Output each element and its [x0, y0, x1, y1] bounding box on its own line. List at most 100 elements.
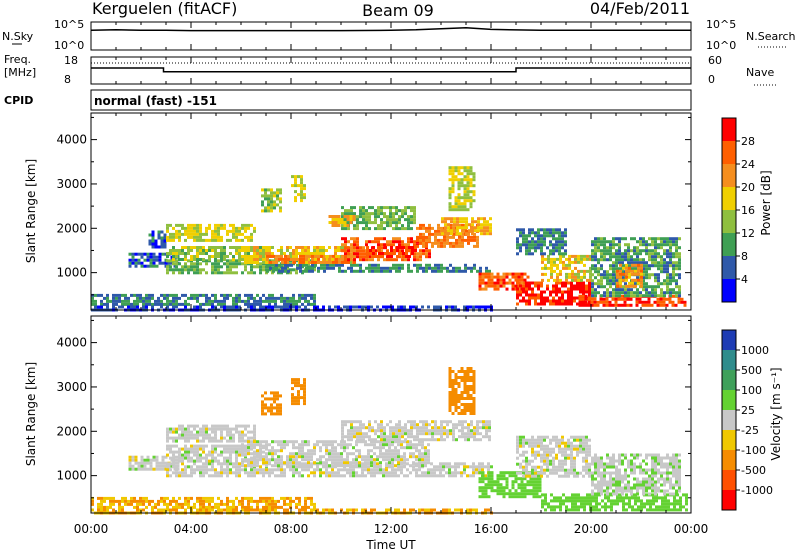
power-cell — [395, 221, 398, 224]
power-cell — [528, 228, 531, 231]
power-cell — [516, 237, 519, 240]
power-cell — [395, 267, 398, 270]
power-cell — [341, 249, 344, 252]
velocity-cell — [395, 435, 398, 438]
power-cell — [444, 226, 447, 229]
velocity-cell — [169, 428, 172, 431]
power-cell — [612, 267, 615, 270]
power-cell — [350, 255, 353, 258]
power-cell — [359, 215, 362, 218]
velocity-cell — [184, 465, 187, 468]
date-title: 04/Feb/2011 — [590, 0, 690, 18]
power-cell — [603, 301, 606, 304]
velocity-cell — [412, 455, 415, 458]
velocity-cell — [121, 506, 124, 509]
power-cell — [368, 267, 371, 270]
power-cell — [235, 306, 238, 309]
power-cell — [416, 270, 419, 273]
power-cell — [660, 304, 663, 307]
velocity-cell — [367, 443, 370, 446]
velocity-cell — [394, 509, 397, 512]
power-cell — [148, 297, 151, 300]
velocity-cell — [235, 509, 238, 512]
velocity-cell — [262, 506, 265, 509]
power-cell — [405, 246, 408, 249]
power-cell — [616, 273, 619, 276]
velocity-cell — [373, 474, 376, 477]
velocity-cell — [425, 426, 428, 429]
power-cell — [350, 252, 353, 255]
power-cell — [446, 267, 449, 270]
power-cell — [214, 233, 217, 236]
velocity-cell — [359, 438, 362, 441]
power-cell — [175, 294, 178, 297]
power-cell — [645, 276, 648, 279]
velocity-cell — [193, 468, 196, 471]
power-cell — [468, 223, 471, 226]
power-cell — [413, 206, 416, 209]
power-cell — [347, 209, 350, 212]
y-tick-label: 4000 — [56, 133, 87, 147]
power-cell — [152, 237, 155, 240]
power-cell — [287, 264, 290, 267]
velocity-cell — [325, 446, 328, 449]
power-cell — [332, 215, 335, 218]
power-cell — [235, 227, 238, 230]
velocity-cell — [413, 435, 416, 438]
velocity-cell — [220, 471, 223, 474]
power-cell — [112, 294, 115, 297]
power-cell — [630, 288, 633, 291]
power-cell — [489, 226, 492, 229]
power-cell — [220, 249, 223, 252]
power-cell — [217, 236, 220, 239]
velocity-cell — [298, 497, 301, 500]
power-cell — [528, 294, 531, 297]
velocity-cell — [367, 452, 370, 455]
power-cell — [264, 209, 267, 212]
velocity-cell — [226, 474, 229, 477]
power-cell — [369, 252, 372, 255]
velocity-cell — [268, 468, 271, 471]
velocity-cell — [298, 461, 301, 464]
power-cell — [449, 187, 452, 190]
velocity-cell — [427, 471, 430, 474]
velocity-cell — [445, 471, 448, 474]
power-cell — [636, 246, 639, 249]
velocity-cell — [457, 509, 460, 512]
power-cell — [383, 227, 386, 230]
velocity-cell — [377, 435, 380, 438]
velocity-cell — [208, 506, 211, 509]
velocity-cell — [415, 443, 418, 446]
power-cell — [311, 270, 314, 273]
power-cell — [534, 285, 537, 288]
power-cell — [307, 294, 310, 297]
power-cell — [603, 285, 606, 288]
velocity-cell — [370, 509, 373, 512]
velocity-cell — [187, 465, 190, 468]
power-cell — [300, 175, 303, 178]
power-cell — [512, 285, 515, 288]
velocity-cell — [337, 464, 340, 467]
velocity-cell — [455, 426, 458, 429]
velocity-cell — [424, 471, 427, 474]
velocity-cell — [241, 446, 244, 449]
velocity-cell — [400, 455, 403, 458]
power-cell — [320, 255, 323, 258]
power-cell — [298, 297, 301, 300]
power-cell — [161, 243, 164, 246]
velocity-cell — [178, 425, 181, 428]
velocity-cell — [410, 429, 413, 432]
power-cell — [567, 291, 570, 294]
power-colorbar-swatch — [722, 141, 736, 164]
velocity-cell — [416, 432, 419, 435]
power-cell — [294, 190, 297, 193]
power-cell — [271, 306, 274, 309]
power-cell — [172, 246, 175, 249]
velocity-cell — [156, 465, 159, 468]
power-cell — [555, 291, 558, 294]
power-cell — [301, 246, 304, 249]
power-cell — [196, 239, 199, 242]
velocity-cell — [455, 438, 458, 441]
power-cell — [261, 203, 264, 206]
power-cell — [235, 230, 238, 233]
